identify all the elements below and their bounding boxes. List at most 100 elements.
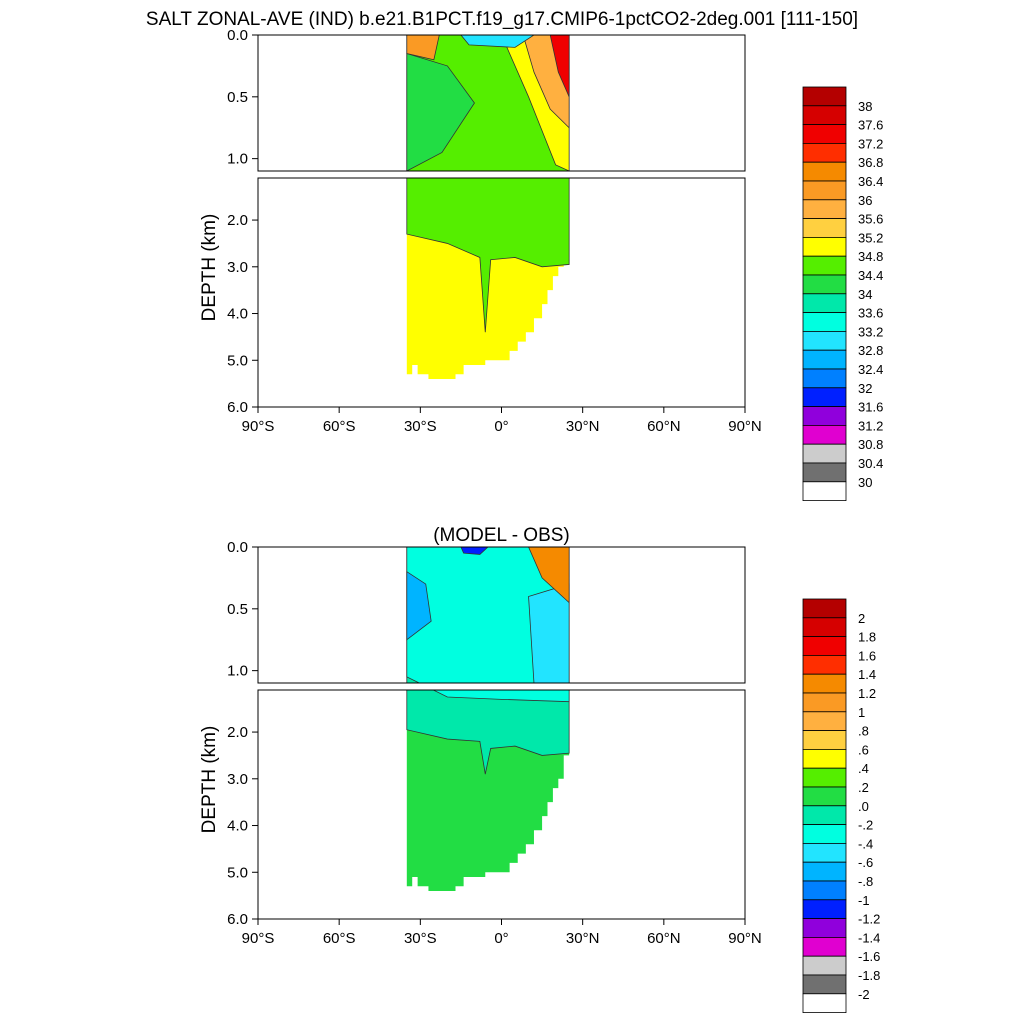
colorbar-box <box>802 993 847 1013</box>
x-tick-label: 60°N <box>647 930 681 947</box>
colorbar-label: 31.6 <box>858 400 883 415</box>
colorbar-box <box>802 236 847 257</box>
y-tick-label: 3.0 <box>227 771 248 788</box>
colorbar-box <box>802 387 847 407</box>
colorbar-box <box>802 481 847 501</box>
x-tick-label: 0° <box>494 930 508 947</box>
upper-frame <box>257 546 746 684</box>
upper-section <box>406 35 570 171</box>
x-tick-label: 60°N <box>647 418 681 435</box>
contour-band <box>528 583 570 683</box>
colorbar-label: 32.8 <box>858 343 883 358</box>
contour-band <box>460 547 489 555</box>
y-tick-label: 1.0 <box>227 151 248 168</box>
y-axis-label: DEPTH (km) <box>199 726 220 834</box>
colorbar-box <box>802 218 847 238</box>
colorbar-label: -1.8 <box>858 968 880 983</box>
colorbar-box <box>802 974 847 995</box>
upper-frame <box>257 34 746 172</box>
colorbar-box <box>802 443 847 464</box>
y-tick-label: 6.0 <box>227 911 248 928</box>
colorbar-box <box>802 824 847 844</box>
colorbar-label: .6 <box>858 742 869 757</box>
colorbar-box <box>802 406 847 426</box>
colorbar-box <box>802 692 847 713</box>
colorbar-label: -1.4 <box>858 930 880 945</box>
colorbar-box <box>802 636 847 656</box>
x-tick-label: 0° <box>494 418 508 435</box>
colorbar-box <box>802 180 847 201</box>
colorbar-label: -.8 <box>858 874 873 889</box>
salinity-panel: 0.0 0.5 1.0 2.0 3.0 4.0 5.0 6.0 90°S 60°S 30°S 0° 30… <box>199 27 883 501</box>
colorbar-label: -2 <box>858 987 870 1002</box>
contour-band <box>432 690 570 703</box>
y-tick-label: 2.0 <box>227 724 248 741</box>
colorbar-label: 37.6 <box>858 118 883 133</box>
x-tick-label: 30°N <box>566 930 600 947</box>
colorbar-box <box>802 255 847 276</box>
colorbar-box <box>802 349 847 370</box>
contour-band <box>528 547 570 604</box>
lower-section <box>406 690 570 891</box>
lower-section <box>406 178 570 379</box>
y-tick-label: 0.5 <box>227 89 248 106</box>
colorbar-label: 33.6 <box>858 306 883 321</box>
colorbar-box <box>802 749 847 769</box>
colorbar-label: 35.6 <box>858 212 883 227</box>
colorbar-box <box>802 767 847 788</box>
colorbar-box <box>802 199 847 220</box>
x-tick-label: 30°N <box>566 418 600 435</box>
colorbar-label: 1.2 <box>858 686 876 701</box>
colorbar-box <box>802 843 847 863</box>
contour-band <box>406 690 570 775</box>
contour-band <box>406 570 432 641</box>
contour-band <box>549 35 570 97</box>
colorbar-box <box>802 673 847 694</box>
contour-band <box>406 178 570 333</box>
colorbar-box <box>802 805 847 825</box>
colorbar-label: 34.8 <box>858 249 883 264</box>
colorbar-box <box>802 462 847 483</box>
colorbar-label: 2 <box>858 611 865 626</box>
colorbar-box <box>802 617 847 637</box>
colorbar-label: -.6 <box>858 855 873 870</box>
colorbar-label: 30.8 <box>858 437 883 452</box>
colorbar-label: 30.4 <box>858 456 883 471</box>
y-tick-label: 4.0 <box>227 818 248 835</box>
colorbar-box <box>802 161 847 182</box>
colorbar-label: .4 <box>858 761 869 776</box>
colorbar-label: -.2 <box>858 818 873 833</box>
colorbar-box <box>802 124 847 144</box>
y-axis-label: DEPTH (km) <box>199 214 220 322</box>
colorbar-box <box>802 918 847 938</box>
colorbar-label: .2 <box>858 780 869 795</box>
colorbar-label: .0 <box>858 799 869 814</box>
colorbar-label: 38 <box>858 99 872 114</box>
colorbar-box <box>802 955 847 976</box>
y-tick-label: 1.0 <box>227 663 248 680</box>
colorbar-label: -1.2 <box>858 912 880 927</box>
colorbar-box <box>802 730 847 750</box>
contour-band <box>406 547 570 683</box>
y-tick-label: 5.0 <box>227 352 248 369</box>
y-tick-label: 0.0 <box>227 27 248 44</box>
x-tick-label: 60°S <box>323 930 356 947</box>
y-tick-label: 4.0 <box>227 306 248 323</box>
colorbar-box <box>802 880 847 901</box>
y-tick-label: 0.5 <box>227 601 248 618</box>
contour-band <box>460 35 535 48</box>
colorbar-label: .8 <box>858 724 869 739</box>
colorbar-box <box>802 293 847 313</box>
colorbar-box <box>802 861 847 882</box>
panel-title: (MODEL - OBS) <box>433 525 570 546</box>
colorbar-box <box>802 655 847 675</box>
colorbar-label: 1 <box>858 705 865 720</box>
x-tick-label: 90°S <box>242 418 275 435</box>
colorbar-box <box>802 105 847 126</box>
colorbar-label: 36.4 <box>858 174 883 189</box>
x-tick-label: 90°N <box>728 930 762 947</box>
contour-band <box>406 53 475 171</box>
y-tick-label: 0.0 <box>227 539 248 556</box>
colorbar-label: 32.4 <box>858 362 883 377</box>
